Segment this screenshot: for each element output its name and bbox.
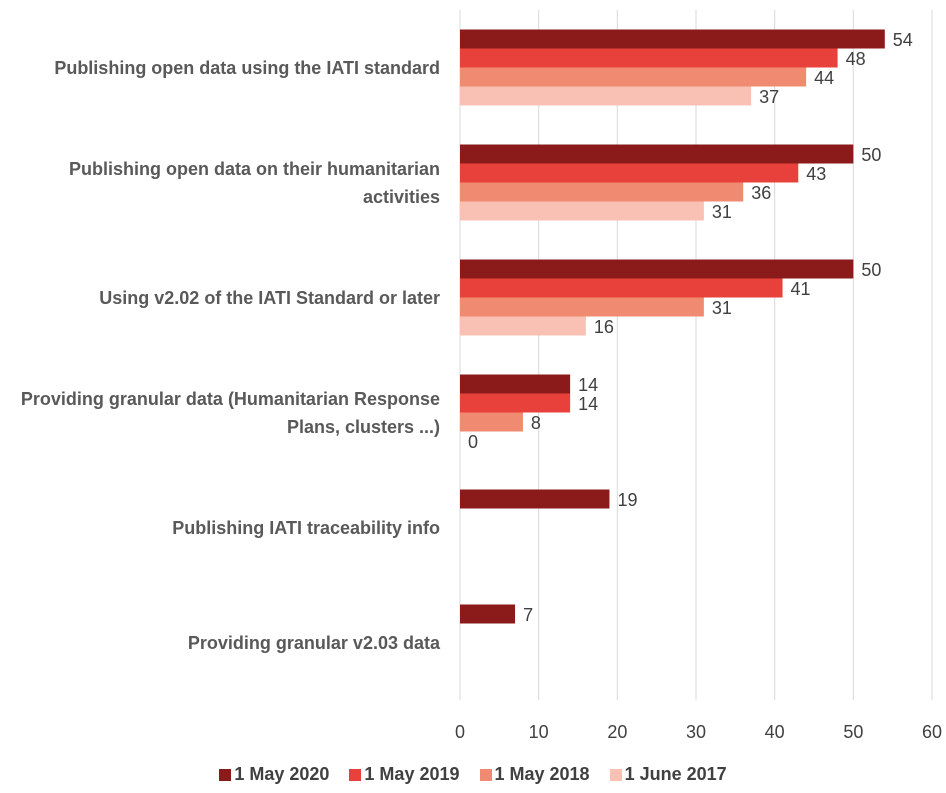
bar — [460, 393, 571, 413]
x-tick-label: 30 — [686, 722, 706, 742]
value-label: 31 — [712, 202, 732, 222]
legend-swatch — [479, 768, 492, 781]
value-label: 36 — [751, 183, 771, 203]
value-label: 31 — [712, 298, 732, 318]
value-label: 16 — [594, 317, 614, 337]
category-label: Publishing IATI traceability info — [172, 517, 440, 538]
bar — [460, 316, 586, 336]
category-label: Using v2.02 of the IATI Standard or late… — [99, 287, 440, 308]
legend-label: 1 May 2019 — [364, 764, 460, 784]
value-label: 37 — [759, 87, 779, 107]
value-label: 14 — [578, 375, 598, 395]
value-label: 44 — [814, 68, 834, 88]
value-label: 8 — [531, 413, 541, 433]
legend-item: 1 May 2018 — [479, 764, 590, 785]
legend-swatch — [219, 768, 232, 781]
legend-swatch — [349, 768, 362, 781]
value-label: 54 — [893, 30, 913, 50]
bar — [460, 67, 807, 87]
bar — [460, 29, 885, 49]
x-tick-label: 20 — [607, 722, 627, 742]
category-label: Providing granular data (Humanitarian Re… — [20, 388, 440, 437]
value-label: 19 — [617, 490, 637, 510]
bar — [460, 48, 838, 68]
value-label: 14 — [578, 394, 598, 414]
bar — [460, 144, 854, 164]
x-tick-label: 40 — [765, 722, 785, 742]
bar — [460, 278, 783, 298]
bar — [460, 259, 854, 279]
bar — [460, 201, 704, 221]
bar — [460, 489, 610, 509]
legend-label: 1 June 2017 — [624, 764, 727, 784]
value-label: 41 — [791, 279, 811, 299]
bar — [460, 604, 516, 624]
value-label: 48 — [846, 49, 866, 69]
x-tick-label: 50 — [843, 722, 863, 742]
bar — [460, 374, 571, 394]
legend: 1 May 2020 1 May 2019 1 May 2018 1 June 201… — [0, 764, 946, 785]
value-label: 50 — [861, 260, 881, 280]
x-tick-label: 0 — [455, 722, 465, 742]
value-label: 43 — [806, 164, 826, 184]
legend-swatch — [609, 768, 622, 781]
bar — [460, 163, 799, 183]
bar — [460, 297, 704, 317]
bar — [460, 412, 523, 432]
bar — [460, 86, 752, 106]
x-tick-label: 60 — [922, 722, 942, 742]
category-label: Providing granular v2.03 data — [187, 632, 440, 653]
category-label: Publishing open data on their humanitari… — [68, 158, 440, 207]
legend-label: 1 May 2018 — [494, 764, 590, 784]
category-label: Publishing open data using the IATI stan… — [54, 57, 440, 78]
legend-item: 1 June 2017 — [609, 764, 727, 785]
x-tick-label: 10 — [529, 722, 549, 742]
legend-item: 1 May 2020 — [219, 764, 329, 785]
legend-item: 1 May 2019 — [349, 764, 460, 785]
legend-label: 1 May 2020 — [234, 764, 330, 784]
value-label: 0 — [468, 432, 478, 452]
bar — [460, 182, 744, 202]
value-label: 50 — [861, 145, 881, 165]
value-label: 7 — [523, 605, 533, 625]
